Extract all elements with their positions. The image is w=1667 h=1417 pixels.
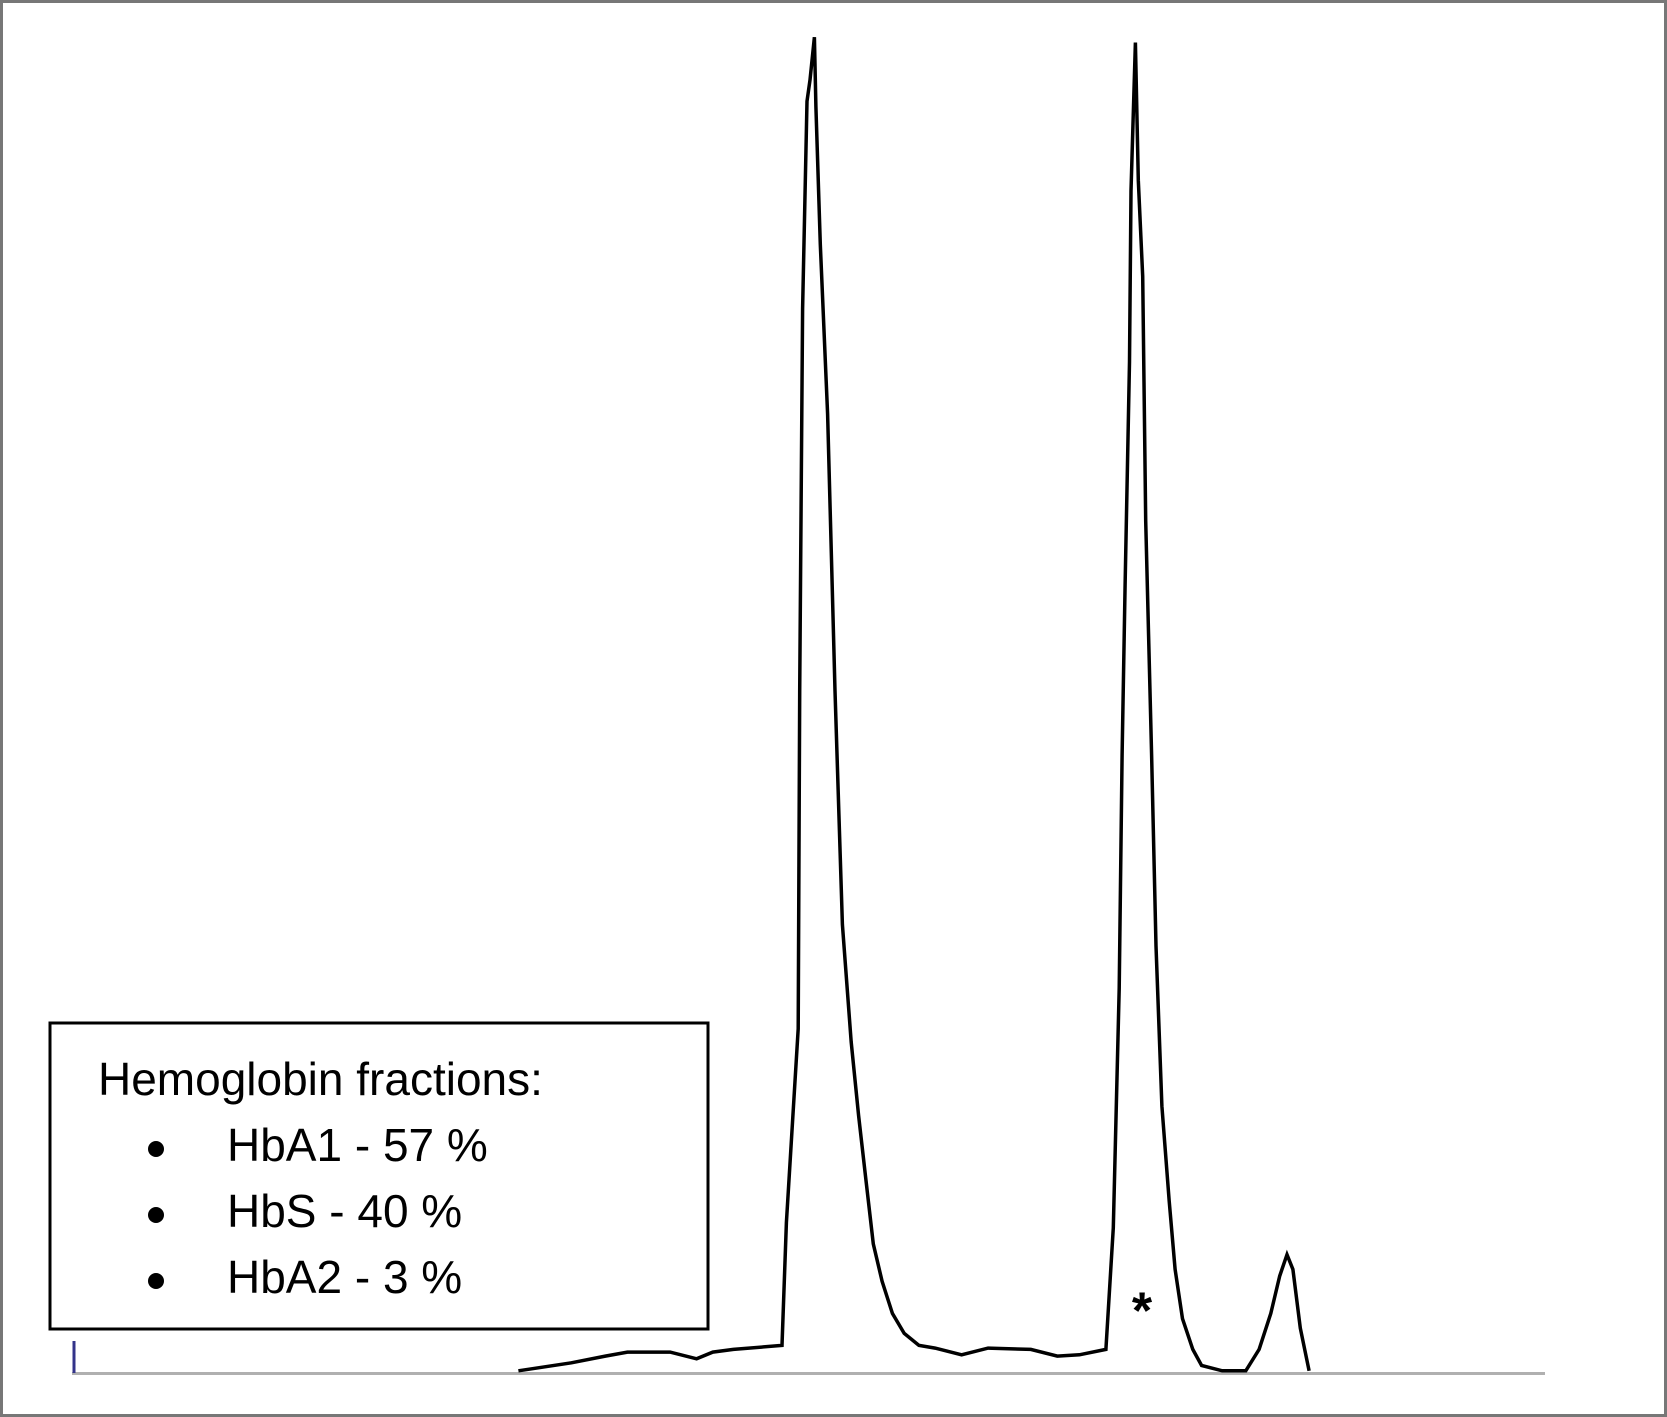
legend-bullet — [148, 1141, 164, 1157]
legend-bullet — [148, 1207, 164, 1223]
legend-item: HbA1 - 57 % — [227, 1119, 488, 1171]
annotation: * — [1132, 1283, 1153, 1341]
legend-item: HbA2 - 3 % — [227, 1251, 462, 1303]
legend-bullet — [148, 1273, 164, 1289]
trace — [518, 37, 1311, 1373]
legend-item: HbS - 40 % — [227, 1185, 462, 1237]
legend-title: Hemoglobin fractions: — [98, 1053, 543, 1105]
